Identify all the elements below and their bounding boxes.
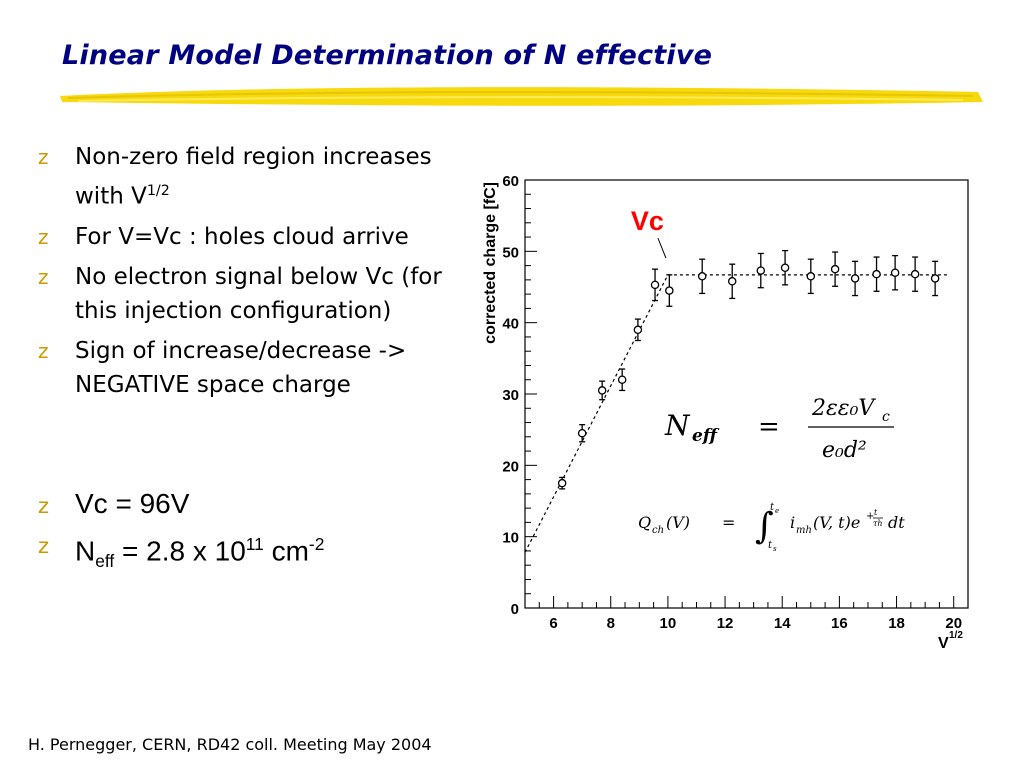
formula-neff-lhs-sub: eff [692, 426, 720, 446]
formula-q-exponent-num: t [874, 508, 878, 517]
neff-unit: cm [263, 535, 309, 567]
bullet-mark-icon: z [38, 145, 49, 169]
formula-q-dt: dt [888, 513, 905, 532]
y-tick-label: 40 [502, 316, 519, 333]
x-tick-label: 20 [945, 615, 962, 632]
y-tick-label: 0 [511, 601, 519, 618]
data-point [780, 263, 790, 272]
data-point [830, 264, 840, 274]
formula-q-lhs-sub: ch [652, 525, 664, 536]
data-point [617, 375, 627, 384]
result-list: z Vc = 96V z Neff = 2.8 x 1011 cm-2 [38, 484, 468, 581]
vc-annotation-label: Vc [631, 206, 664, 236]
formula-q-integrand: i [790, 513, 795, 532]
bullet-mark-icon: z [38, 534, 50, 558]
formula-neff-denominator: e₀d² [822, 438, 867, 463]
data-point [665, 286, 674, 295]
formula-q-lower-limit-sub: s [773, 545, 777, 553]
neff-exp: 11 [245, 534, 264, 554]
formula-q-integrand-arg: (V, t)e [813, 513, 860, 532]
x-tick-label: 8 [607, 615, 615, 632]
data-point [697, 272, 707, 281]
slide-title: Linear Model Determination of N effectiv… [62, 40, 713, 71]
formula-q-upper-limit-sub: e [775, 507, 779, 515]
x-tick-label: 14 [774, 615, 791, 632]
formula-neff-lhs: N [664, 409, 691, 442]
bullet-item: z No electron signal below Vc (for this … [38, 260, 468, 328]
result-neff: z Neff = 2.8 x 1011 cm-2 [38, 524, 468, 581]
result-vc-text: Vc = 96V [75, 488, 190, 519]
bullet-item: z Non-zero field region increases with V… [38, 140, 468, 214]
data-point [577, 428, 587, 438]
data-point [650, 280, 660, 290]
charge-vs-voltage-chart: 0 10 20 30 40 50 60 6 8 10 12 14 16 18 20 V 1/2 corrected… [482, 173, 969, 652]
y-tick-label: 30 [502, 387, 519, 404]
bullet-text: Sign of increase/decrease -> NEGATIVE sp… [75, 337, 407, 398]
bullet-mark-icon: z [38, 338, 49, 363]
y-tick-label: 20 [502, 458, 519, 475]
bullet-item: z For V=Vc : holes cloud arrive [38, 220, 468, 254]
data-point [910, 269, 920, 279]
result-vc: z Vc = 96V [38, 484, 468, 524]
data-point [930, 274, 940, 283]
y-tick-label: 60 [502, 173, 519, 190]
formula-q-integral: ∫ [755, 506, 774, 547]
x-tick-label: 18 [888, 615, 905, 632]
bullet-text: Non-zero field region increases with V [75, 144, 432, 210]
neff-sub: eff [95, 550, 115, 571]
bullet-mark-icon: z [38, 224, 49, 249]
data-point [633, 325, 643, 335]
neff-symbol: N [75, 535, 96, 567]
y-axis-label: corrected charge [fC] [482, 182, 499, 344]
x-axis-label-sup: 1/2 [949, 630, 963, 641]
bullet-mark-icon: z [38, 494, 50, 518]
y-tick-label: 50 [502, 244, 519, 261]
bullet-mark-icon: z [38, 264, 49, 289]
formula-neff-equals: = [758, 412, 780, 442]
bullet-sup: 1/2 [146, 183, 170, 199]
formula-q-lhs-arg: (V) [666, 513, 690, 532]
data-point [756, 266, 766, 275]
formula-q-lhs: Q [638, 513, 651, 532]
data-point [850, 274, 860, 283]
data-point [597, 386, 607, 395]
plot-frame [524, 179, 969, 609]
footer-credit: H. Pernegger, CERN, RD42 coll. Meeting M… [28, 735, 432, 754]
x-tick-label: 12 [717, 615, 734, 632]
vc-annotation-pointer [657, 237, 667, 259]
neff-unit-exp: -2 [308, 534, 325, 554]
formula-neff-numerator: 2εε₀V [811, 396, 876, 421]
bullet-text: No electron signal below Vc (for this in… [75, 263, 442, 324]
data-point [806, 272, 816, 281]
formula-q-exponent: + [866, 511, 874, 522]
bullet-text: For V=Vc : holes cloud arrive [75, 223, 409, 250]
formula-q-integrand-sub: mh [796, 525, 812, 536]
formula-q-upper-limit: t [770, 502, 775, 513]
formula-q-lower-limit: t [768, 540, 773, 551]
neff-value: = 2.8 x 10 [114, 535, 246, 567]
fit-line-rise [524, 274, 669, 553]
formula-q-exponent-den: τh [873, 519, 883, 528]
x-tick-label: 10 [660, 615, 677, 632]
data-point [872, 269, 881, 279]
x-tick-label: 6 [549, 615, 557, 632]
bullet-item: z Sign of increase/decrease -> NEGATIVE … [38, 334, 468, 402]
bullet-list: z Non-zero field region increases with V… [38, 140, 468, 408]
data-point [557, 478, 567, 488]
formula-q-equals: = [722, 513, 735, 532]
x-tick-label: 16 [831, 615, 848, 632]
data-point [727, 277, 737, 286]
x-axis-label: V [938, 635, 949, 652]
title-underline-stroke [60, 87, 983, 106]
formula-neff-numerator-sub: c [882, 409, 890, 425]
data-point [890, 268, 900, 277]
y-tick-label: 10 [502, 530, 519, 547]
